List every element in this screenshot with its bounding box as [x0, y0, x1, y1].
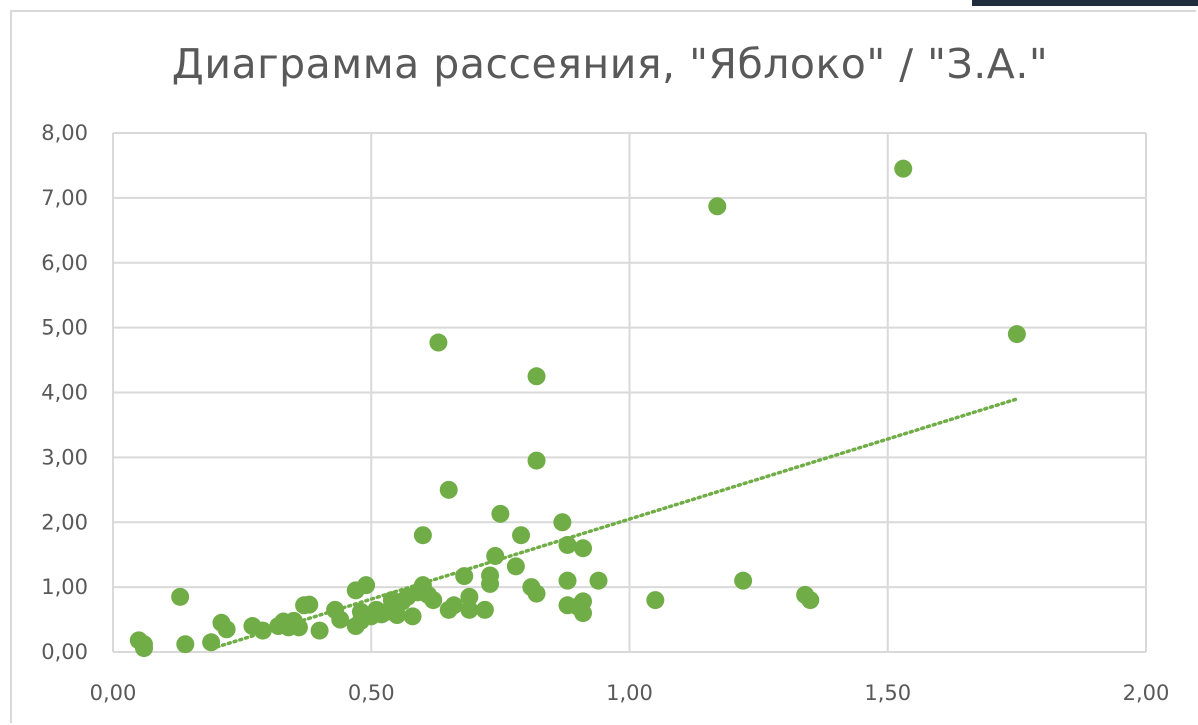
y-tick-label: 1,00 [41, 575, 88, 599]
data-point [300, 595, 319, 614]
chart-title: Диаграмма рассеяния, "Яблоко" / "З.А." [171, 40, 1049, 88]
x-tick-label: 1,50 [864, 681, 911, 705]
x-tick-label: 1,00 [606, 681, 653, 705]
y-tick-label: 0,00 [41, 640, 88, 664]
chart-border [10, 10, 1196, 723]
data-point [460, 600, 479, 619]
data-point [310, 621, 329, 640]
data-point [801, 591, 820, 610]
data-point [558, 535, 577, 554]
x-tick-label: 2,00 [1123, 681, 1170, 705]
data-point [134, 639, 153, 658]
y-tick-label: 6,00 [41, 251, 88, 275]
data-point [1007, 325, 1026, 344]
data-point [403, 607, 422, 626]
data-point [388, 606, 407, 625]
data-point [527, 451, 546, 470]
corner-bar [972, 0, 1198, 6]
data-point [202, 633, 221, 652]
data-point [527, 367, 546, 386]
data-point [553, 513, 572, 532]
data-point [444, 596, 463, 615]
trendline-group [209, 397, 1019, 651]
x-tick-label: 0,50 [348, 681, 395, 705]
data-point [708, 197, 727, 216]
data-point [506, 557, 525, 576]
data-point [574, 539, 593, 558]
y-tick-label: 7,00 [41, 186, 88, 210]
data-point [455, 567, 474, 586]
data-points [129, 159, 1026, 658]
data-point [357, 576, 376, 595]
data-point [512, 526, 531, 545]
data-point [527, 584, 546, 603]
y-tick-label: 2,00 [41, 510, 88, 534]
data-point [558, 571, 577, 590]
data-point [475, 600, 494, 619]
data-point [217, 620, 236, 639]
trendline [209, 397, 1019, 651]
y-tick-label: 3,00 [41, 445, 88, 469]
data-point [413, 526, 432, 545]
grid-lines [112, 132, 1147, 653]
data-point [646, 591, 665, 610]
data-point [331, 610, 350, 629]
data-point [253, 621, 272, 640]
y-tick-label: 4,00 [41, 381, 88, 405]
data-point [486, 546, 505, 565]
data-point [481, 574, 500, 593]
data-point [491, 504, 510, 523]
data-point [429, 333, 448, 352]
data-point [734, 571, 753, 590]
y-tick-label: 5,00 [41, 316, 88, 340]
x-tick-label: 0,00 [90, 681, 137, 705]
data-point [424, 591, 443, 610]
data-point [289, 618, 308, 637]
data-point [439, 480, 458, 499]
data-point [171, 587, 190, 606]
y-tick-label: 8,00 [41, 121, 88, 145]
x-axis-tick-labels: 0,00 0,50 1,00 1,50 2,00 [90, 681, 1170, 705]
data-point [460, 587, 479, 606]
data-point [176, 635, 195, 654]
data-point [574, 604, 593, 623]
data-point [894, 159, 913, 178]
data-point [589, 571, 608, 590]
y-axis-tick-labels: 0,00 1,00 2,00 3,00 4,00 5,00 6,00 7,00 8,00 [41, 121, 88, 664]
